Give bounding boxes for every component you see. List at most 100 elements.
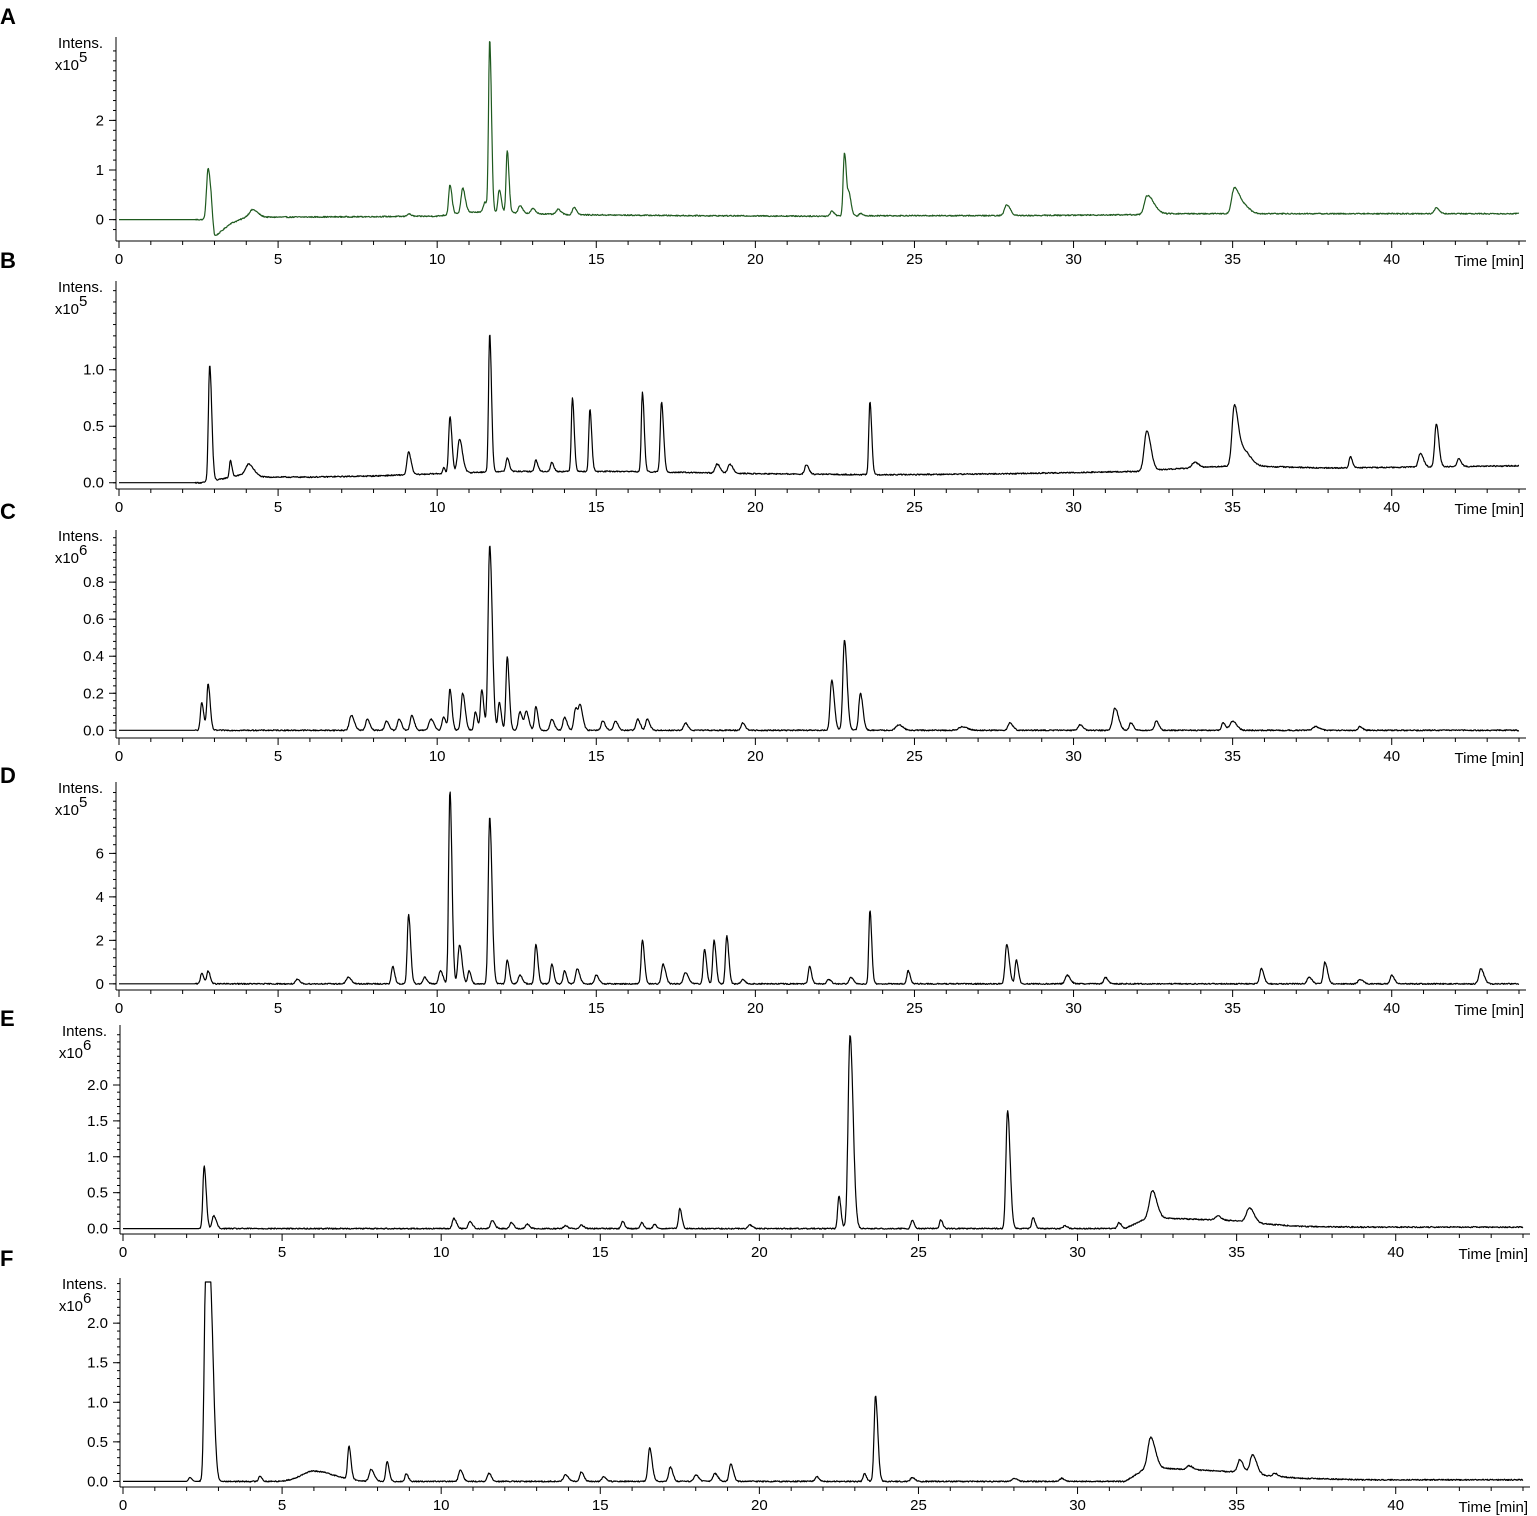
y-tick-label: 0.4 [83,648,104,665]
y-tick-label: 1.5 [87,1113,108,1130]
x-tick-label: 15 [592,1497,609,1514]
panel-label: B [0,248,16,273]
x-tick-label: 30 [1065,748,1082,765]
x-tick-label: 40 [1383,1000,1400,1017]
y-scale-exponent: 6 [83,1037,91,1054]
y-scale-exponent: 5 [79,49,87,66]
y-tick-label: 2.0 [87,1315,108,1332]
y-axis-title: Intens. [58,780,103,797]
y-axis-title: Intens. [62,1276,107,1293]
x-tick-label: 25 [910,1497,927,1514]
panel-e: E Intens. x10 6 0.0 0.5 1.0 1.5 2.0 0 5 10 15 20 25 30 3… [0,1006,1530,1263]
x-tick-label: 35 [1228,1497,1245,1514]
x-tick-label: 25 [910,1244,927,1261]
y-scale-prefix: x10 [55,301,79,318]
x-tick-label: 15 [592,1244,609,1261]
y-tick-label: 0.5 [83,418,104,435]
panel-f: F Intens. x10 6 0.0 0.5 1.0 1.5 2.0 0 5 10 15 20 25 30 3… [0,1246,1530,1516]
y-scale-prefix: x10 [55,802,79,819]
y-tick-label: 0.6 [83,611,104,628]
y-tick-label: 1.0 [87,1394,108,1411]
x-tick-label: 15 [588,1000,605,1017]
x-tick-label: 20 [751,1497,768,1514]
x-tick-label: 10 [433,1497,450,1514]
x-tick-label: 20 [747,748,764,765]
x-tick-label: 20 [751,1244,768,1261]
x-axis-title: Time [min] [1455,501,1524,518]
x-tick-label: 0 [115,748,123,765]
panel-label: F [0,1246,13,1271]
y-tick-label: 0 [96,212,104,229]
y-axis-title: Intens. [58,528,103,545]
x-tick-label: 15 [588,499,605,516]
y-scale-prefix: x10 [55,550,79,567]
y-tick-label: 0.5 [87,1185,108,1202]
x-tick-label: 10 [433,1244,450,1261]
chromatogram-trace [118,41,1520,236]
y-tick-label: 0 [96,976,104,993]
y-tick-label: 0.0 [83,475,104,492]
x-axis-title: Time [min] [1455,1002,1524,1019]
x-tick-label: 10 [429,499,446,516]
panel-c: C Intens. x10 6 0.0 0.2 0.4 0.6 0.8 0 5 10 15 20 25 30 3… [0,499,1526,767]
x-tick-label: 35 [1224,499,1241,516]
chromatogram-trace [122,1035,1524,1230]
x-tick-label: 20 [747,499,764,516]
x-tick-label: 20 [747,1000,764,1017]
x-tick-label: 5 [274,499,282,516]
chromatogram-trace [118,545,1520,732]
x-tick-label: 0 [115,251,123,268]
y-scale-exponent: 6 [83,1290,91,1307]
x-tick-label: 5 [274,251,282,268]
y-tick-label: 0.2 [83,685,104,702]
panel-label: E [0,1006,15,1031]
panel-label: C [0,499,16,524]
x-tick-label: 10 [429,748,446,765]
y-scale-exponent: 6 [79,542,87,559]
x-tick-label: 35 [1228,1244,1245,1261]
x-tick-label: 25 [906,499,923,516]
x-tick-label: 30 [1069,1497,1086,1514]
chromatogram-trace [118,334,1520,484]
y-tick-label: 0.5 [87,1434,108,1451]
x-tick-label: 40 [1387,1497,1404,1514]
panel-label: A [0,4,16,29]
y-tick-label: 1.0 [87,1149,108,1166]
y-tick-label: 2 [96,112,104,129]
x-tick-label: 0 [115,499,123,516]
x-tick-label: 0 [119,1497,127,1514]
x-tick-label: 40 [1383,748,1400,765]
y-scale-exponent: 5 [79,794,87,811]
y-tick-label: 0.0 [87,1473,108,1490]
x-axis-title: Time [min] [1455,253,1524,270]
x-tick-label: 5 [278,1497,286,1514]
x-tick-label: 5 [274,748,282,765]
y-scale-exponent: 5 [79,293,87,310]
x-tick-label: 30 [1069,1244,1086,1261]
y-tick-label: 1 [96,162,104,179]
x-tick-label: 0 [115,1000,123,1017]
x-tick-label: 40 [1383,251,1400,268]
x-tick-label: 10 [429,251,446,268]
y-tick-label: 2.0 [87,1077,108,1094]
y-tick-label: 0.8 [83,574,104,591]
x-tick-label: 15 [588,251,605,268]
y-axis-title: Intens. [58,35,103,52]
x-tick-label: 0 [119,1244,127,1261]
x-tick-label: 40 [1387,1244,1404,1261]
x-tick-label: 30 [1065,251,1082,268]
x-tick-label: 25 [906,251,923,268]
y-tick-label: 2 [96,932,104,949]
chromatogram-trace [118,791,1520,985]
x-axis-title: Time [min] [1455,750,1524,767]
y-scale-prefix: x10 [55,57,79,74]
y-tick-label: 4 [96,889,104,906]
x-tick-label: 20 [747,251,764,268]
chromatogram-trace [122,1281,1524,1483]
y-tick-label: 0.0 [87,1221,108,1238]
x-tick-label: 35 [1224,1000,1241,1017]
